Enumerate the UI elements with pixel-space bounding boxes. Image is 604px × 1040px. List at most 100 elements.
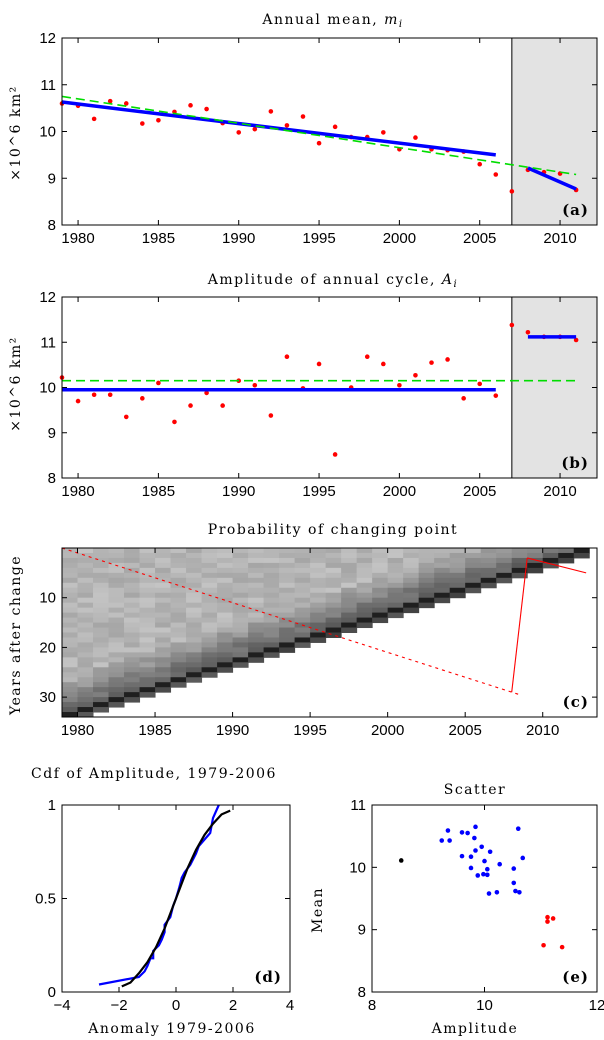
heatmap-cell [356, 548, 373, 554]
heatmap-cell [310, 592, 327, 599]
heatmap-cell [139, 677, 156, 683]
heatmap-cell [108, 557, 125, 564]
heatmap-cell [155, 557, 172, 564]
heatmap-cell [263, 622, 280, 629]
y-tick-label-b: 8 [48, 470, 56, 487]
heatmap-cell [217, 557, 234, 564]
heatmap-cell [279, 622, 296, 629]
heatmap-cell [418, 602, 435, 609]
heatmap-cell [108, 572, 125, 579]
heatmap-cell [124, 667, 141, 673]
heatmap-cell [341, 587, 358, 594]
heatmap-cell [232, 592, 249, 599]
x-tick-label-c: 2000 [371, 722, 404, 739]
heatmap-cell [217, 612, 234, 619]
heatmap-cell [139, 607, 156, 614]
heatmap-cell [93, 587, 110, 594]
heatmap-cell [93, 692, 110, 698]
heatmap-cell [418, 552, 435, 559]
heatmap-cell [294, 627, 311, 633]
heatmap-cell [124, 692, 141, 698]
heatmap-cell [403, 602, 420, 609]
panel-e-xlabel: Amplitude [431, 1021, 519, 1037]
heatmap-cell [232, 607, 249, 614]
heatmap-cell [139, 632, 156, 638]
heatmap-cell [294, 577, 311, 584]
heatmap-cell [434, 582, 451, 589]
x-tick-label-a: 1980 [61, 230, 94, 247]
heatmap-cell [480, 577, 497, 584]
data-point-e [550, 916, 556, 921]
x-tick-label-b: 1995 [302, 483, 335, 500]
heatmap-cell [217, 552, 234, 559]
data-point-b [172, 419, 177, 425]
heatmap-cell [387, 597, 404, 604]
heatmap-cell [573, 548, 590, 554]
heatmap-cell [170, 647, 187, 653]
heatmap-cell [372, 602, 389, 609]
heatmap-cell [170, 562, 187, 569]
heatmap-cell [77, 682, 94, 688]
heatmap-cell [124, 582, 141, 589]
heatmap-cell [93, 642, 110, 648]
heatmap-cell [217, 637, 234, 643]
heatmap-cell [170, 602, 187, 609]
x-tick-label-e: 12 [589, 997, 604, 1014]
data-point-e [479, 844, 484, 850]
heatmap-cell [77, 687, 94, 693]
data-point-a [493, 172, 499, 177]
data-point-a [381, 130, 386, 135]
heatmap-cell [387, 552, 404, 559]
heatmap-cell [232, 637, 249, 643]
data-point-a [140, 121, 145, 126]
data-point-e [481, 871, 486, 877]
heatmap-cell [263, 592, 280, 599]
trend-line-a [61, 100, 496, 157]
heatmap-cell [201, 607, 218, 614]
heatmap-cell [139, 587, 156, 594]
heatmap-cell [263, 582, 280, 589]
heatmap-cell [248, 612, 265, 619]
heatmap-cell [325, 617, 342, 624]
heatmap-cell [201, 552, 218, 559]
panel-label-c: (c) [563, 693, 589, 711]
heatmap-cell [155, 587, 172, 594]
heatmap-cell [434, 552, 451, 559]
heatmap-cell [325, 557, 342, 564]
heatmap-cell [62, 632, 79, 638]
heatmap-cell [263, 617, 280, 624]
trend-line-a [527, 166, 577, 191]
heatmap-cell [310, 562, 327, 569]
heatmap-cell [341, 577, 358, 584]
heatmap-cell [108, 592, 125, 599]
data-point-b [123, 414, 129, 420]
heatmap-cell [139, 592, 156, 599]
heatmap-cell [77, 667, 94, 673]
heatmap-cell [93, 617, 110, 624]
heatmap-cell [449, 548, 466, 554]
heatmap-cell [139, 562, 156, 569]
data-point-b [429, 360, 434, 365]
heatmap-cell [279, 612, 296, 619]
data-point-e [468, 854, 474, 860]
heatmap-cell [186, 662, 203, 668]
heatmap-cell [77, 597, 94, 604]
heatmap-cell [232, 647, 249, 653]
y-tick-label-e: 10 [349, 859, 366, 876]
heatmap-cell [201, 548, 218, 554]
heatmap-cell [93, 622, 110, 629]
heatmap-cell [186, 627, 203, 633]
panel-d-xlabel: Anomaly 1979-2006 [87, 1021, 256, 1037]
heatmap-cell [248, 557, 265, 564]
heatmap-cell [248, 548, 265, 554]
heatmap-cell [356, 572, 373, 579]
heatmap-cell [77, 642, 94, 648]
y-tick-label-b: 9 [48, 425, 56, 442]
heatmap-cell [93, 627, 110, 633]
heatmap-cell [201, 652, 218, 658]
heatmap-cell [449, 577, 466, 584]
data-point-b [525, 329, 531, 335]
heatmap-cell [62, 662, 79, 668]
heatmap-cell [170, 667, 187, 673]
heatmap-cell [201, 647, 218, 653]
